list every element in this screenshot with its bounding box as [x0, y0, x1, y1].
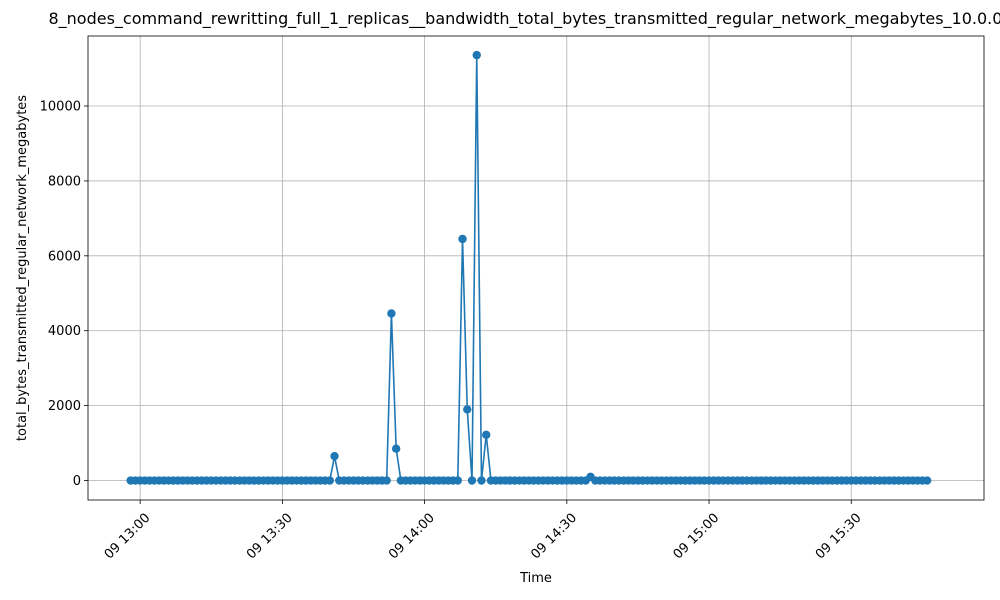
y-tick-label: 4000 — [48, 324, 81, 339]
data-point — [922, 476, 932, 485]
data-point — [467, 476, 477, 485]
x-tick-label: 09 13:30 — [244, 511, 296, 563]
data-point — [472, 50, 481, 60]
x-tick-label: 09 15:00 — [671, 511, 723, 563]
data-point — [477, 476, 486, 485]
y-tick-label: 2000 — [48, 399, 81, 414]
y-tick-label: 8000 — [48, 174, 81, 189]
data-point — [330, 451, 339, 461]
plot-frame — [87, 35, 985, 501]
data-point — [391, 444, 401, 453]
y-tick-label: 0 — [73, 474, 81, 489]
x-ticks: 09 13:00 09 13:30 09 14:00 09 14:30 09 15:00… — [102, 500, 865, 562]
chart-title: 8_nodes_command_rewritting_full_1_replic… — [48, 9, 1000, 29]
x-axis-label: Time — [519, 571, 552, 586]
grid — [88, 36, 984, 500]
y-ticks: 0 2000 4000 6000 8000 10000 — [40, 100, 88, 489]
data-point — [387, 309, 396, 318]
data-point — [463, 405, 472, 414]
data-point — [453, 476, 462, 485]
y-tick-label: 6000 — [48, 249, 81, 264]
data-point — [482, 430, 491, 440]
x-tick-label: 09 15:30 — [813, 511, 865, 563]
x-tick-label: 09 14:30 — [528, 511, 580, 563]
x-tick-label: 09 14:00 — [386, 511, 438, 563]
y-axis-label: total_bytes_transmitted_regular_network_… — [15, 95, 30, 441]
y-tick-label: 10000 — [40, 100, 81, 115]
x-tick-label: 09 13:00 — [102, 511, 154, 563]
data-point — [325, 476, 334, 485]
data-point — [382, 476, 391, 485]
series-line — [130, 55, 928, 482]
data-points — [126, 50, 932, 485]
data-point — [458, 234, 467, 244]
